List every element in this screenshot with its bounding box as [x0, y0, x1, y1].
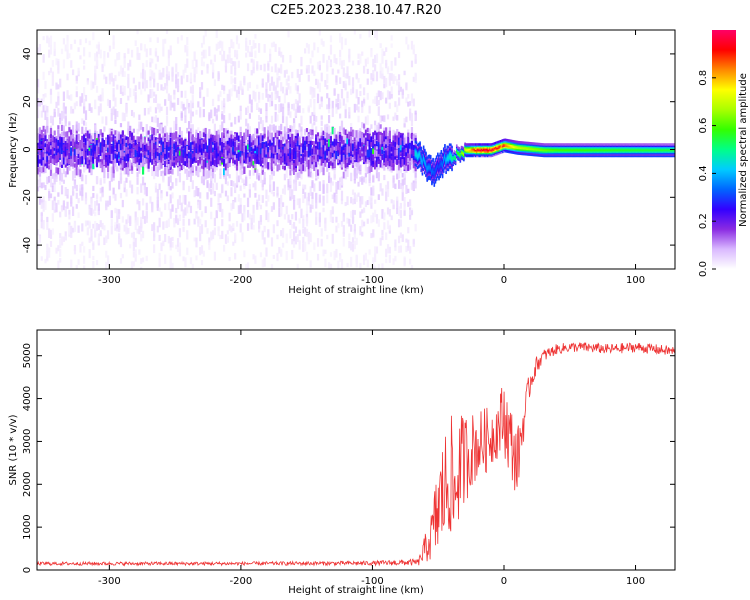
y-tick-label: 2000	[22, 472, 33, 497]
spectrogram-y-ticks: -40 -20 0 20 40	[22, 48, 675, 253]
snr-y-axis-label: SNR (10 * v/v)	[8, 414, 19, 485]
y-tick-label: -20	[22, 189, 33, 205]
y-tick-label: 3000	[22, 429, 33, 454]
x-tick-label: 100	[626, 576, 645, 587]
colorbar-label: Normalized spectral amplitude	[738, 73, 749, 227]
colorbar-ticks: 0.0 0.2 0.4 0.6 0.8	[698, 70, 716, 277]
x-tick-label: -100	[361, 275, 384, 286]
spectrogram-cells	[37, 30, 675, 269]
y-tick-label: 0	[22, 567, 33, 573]
y-tick-label: 5000	[22, 343, 33, 368]
x-tick-label: -100	[361, 576, 384, 587]
y-tick-label: -40	[22, 237, 33, 253]
x-tick-label: 100	[626, 275, 645, 286]
spectrogram-plot-area	[37, 30, 675, 269]
colorbar: 0.0 0.2 0.4 0.6 0.8 Normalized spectral ampl…	[698, 30, 749, 277]
x-tick-label: -300	[98, 576, 121, 587]
x-tick-label: 0	[501, 576, 507, 587]
x-tick-label: -200	[230, 576, 253, 587]
spectrogram-y-axis-label: Frequency (Hz)	[8, 112, 19, 188]
y-tick-label: 1000	[22, 514, 33, 539]
x-tick-label: -200	[230, 275, 253, 286]
snr-x-ticks: -300 -200 -100 0 100	[98, 330, 645, 587]
y-tick-label: 4000	[22, 386, 33, 411]
figure-title: C2E5.2023.238.10.47.R20	[270, 3, 441, 18]
snr-panel: -300 -200 -100 0 100 0 1000 2000 3000 4000 5000 H…	[8, 329, 676, 596]
x-tick-label: -300	[98, 275, 121, 286]
spectrogram-x-ticks: -300 -200 -100 0 100	[98, 30, 645, 286]
snr-x-axis-label: Height of straight line (km)	[288, 585, 424, 596]
spectrogram-x-axis-label: Height of straight line (km)	[288, 285, 424, 296]
colorbar-tick-label: 0.4	[698, 165, 709, 181]
colorbar-tick-label: 0.2	[698, 213, 709, 229]
y-tick-label: 40	[22, 48, 33, 61]
y-tick-label: 0	[22, 146, 33, 152]
snr-plot-area	[37, 342, 675, 567]
x-tick-label: 0	[501, 275, 507, 286]
colorbar-gradient	[712, 30, 736, 269]
colorbar-tick-label: 0.6	[698, 118, 709, 134]
snr-series-line	[37, 342, 675, 567]
y-tick-label: 20	[22, 95, 33, 108]
colorbar-tick-label: 0.0	[698, 261, 709, 277]
snr-y-ticks: 0 1000 2000 3000 4000 5000	[22, 343, 675, 573]
snr-frame	[36, 329, 676, 571]
colorbar-tick-label: 0.8	[698, 70, 709, 86]
